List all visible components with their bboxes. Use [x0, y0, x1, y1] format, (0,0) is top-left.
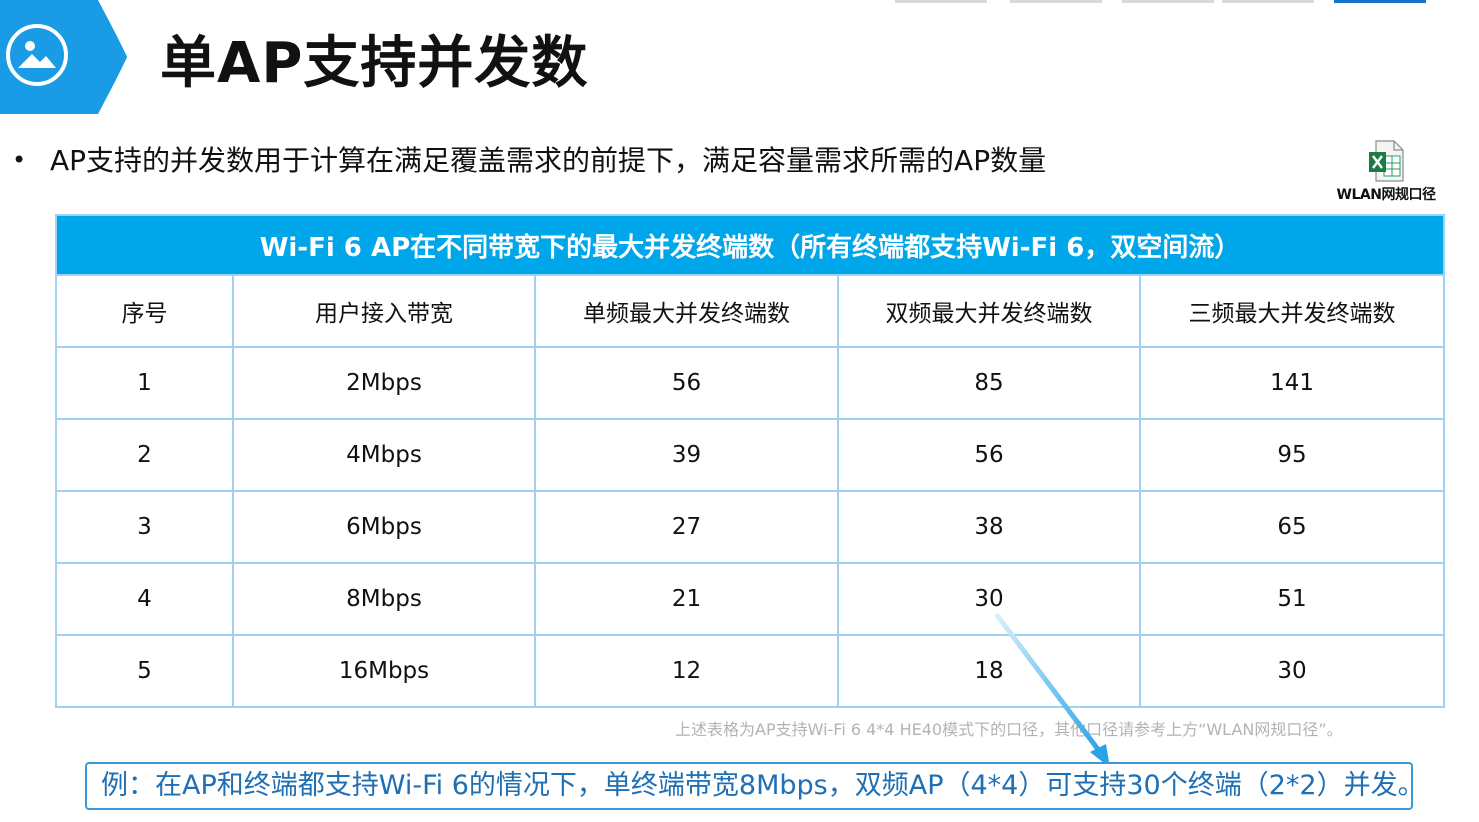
column-header: 用户接入带宽: [232, 274, 536, 348]
table-cell: 21: [534, 562, 839, 636]
bullet-marker: •: [12, 146, 27, 174]
header-chevron-accent: [100, 0, 133, 114]
excel-attachment[interactable]: WLAN网规口径: [1336, 140, 1436, 204]
table-cell: 1: [55, 346, 234, 420]
table-cell: 30: [1138, 634, 1446, 708]
table-cell: 4: [55, 562, 234, 636]
table-header-row: 序号 用户接入带宽 单频最大并发终端数 双频最大并发终端数 三频最大并发终端数: [55, 274, 1446, 348]
highlighted-cell: 30: [837, 562, 1141, 636]
top-tab-3[interactable]: [1122, 0, 1214, 3]
table-cell: 141: [1138, 346, 1446, 420]
table-row: 2 4Mbps 39 56 95: [55, 418, 1446, 492]
table-row: 5 16Mbps 12 18 30: [55, 634, 1446, 708]
concurrency-table: Wi-Fi 6 AP在不同带宽下的最大并发终端数（所有终端都支持Wi-Fi 6，…: [54, 214, 1446, 708]
top-tab-5[interactable]: [1334, 0, 1426, 3]
table-cell: 6Mbps: [232, 490, 536, 564]
table-cell: 8Mbps: [232, 562, 536, 636]
table-cell: 16Mbps: [232, 634, 536, 708]
column-header: 单频最大并发终端数: [534, 274, 839, 348]
table-cell: 65: [1138, 490, 1446, 564]
table-footnote: 上述表格为AP支持Wi-Fi 6 4*4 HE40模式下的口径，其他口径请参考上…: [675, 720, 1343, 739]
table-cell: 27: [534, 490, 839, 564]
table-row: 3 6Mbps 27 38 65: [55, 490, 1446, 564]
table-cell: 51: [1138, 562, 1446, 636]
column-header: 双频最大并发终端数: [837, 274, 1141, 348]
column-header: 序号: [55, 274, 234, 348]
bullet-text: AP支持的并发数用于计算在满足覆盖需求的前提下，满足容量需求所需的AP数量: [50, 144, 1047, 177]
table-cell: 56: [534, 346, 839, 420]
table-cell: 5: [55, 634, 234, 708]
table-cell: 85: [837, 346, 1141, 420]
page-title: 单AP支持并发数: [160, 31, 589, 96]
image-icon: [6, 24, 68, 86]
table-cell: 3: [55, 490, 234, 564]
top-tab-1[interactable]: [895, 0, 987, 3]
table-cell: 18: [837, 634, 1141, 708]
table-cell: 56: [837, 418, 1141, 492]
table-caption: Wi-Fi 6 AP在不同带宽下的最大并发终端数（所有终端都支持Wi-Fi 6，…: [54, 214, 1446, 276]
table-caption-row: Wi-Fi 6 AP在不同带宽下的最大并发终端数（所有终端都支持Wi-Fi 6，…: [54, 214, 1446, 276]
table-row: 4 8Mbps 21 30 51: [55, 562, 1446, 636]
table-row: 1 2Mbps 56 85 141: [55, 346, 1446, 420]
table-cell: 39: [534, 418, 839, 492]
table-cell: 38: [837, 490, 1141, 564]
excel-file-icon[interactable]: [1368, 140, 1404, 182]
top-tab-2[interactable]: [1010, 0, 1102, 3]
top-tab-4[interactable]: [1222, 0, 1314, 3]
example-callout: 例：在AP和终端都支持Wi-Fi 6的情况下，单终端带宽8Mbps，双频AP（4…: [85, 762, 1425, 810]
table-cell: 12: [534, 634, 839, 708]
attachment-label[interactable]: WLAN网规口径: [1336, 187, 1436, 203]
column-header: 三频最大并发终端数: [1138, 274, 1446, 348]
table-cell: 2: [55, 418, 234, 492]
table-cell: 2Mbps: [232, 346, 536, 420]
table-cell: 4Mbps: [232, 418, 536, 492]
table-cell: 95: [1138, 418, 1446, 492]
